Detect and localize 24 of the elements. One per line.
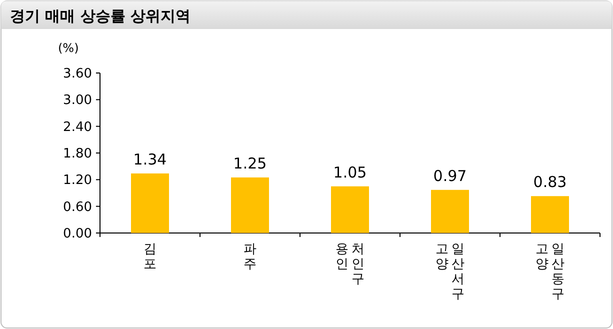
bar xyxy=(331,186,369,233)
x-tick-label: 고양 일산서구 xyxy=(436,242,464,302)
bar xyxy=(231,177,269,233)
bar xyxy=(431,190,469,233)
x-tick-label: 김포 xyxy=(144,242,156,272)
y-tick-label: 0.00 xyxy=(63,226,92,242)
y-tick-label: 2.40 xyxy=(63,120,92,135)
data-label: 1.25 xyxy=(233,154,267,172)
y-tick-label: 3.60 xyxy=(63,66,92,82)
data-label: 1.34 xyxy=(133,150,167,168)
y-tick-label: 1.20 xyxy=(63,173,92,188)
data-label: 0.83 xyxy=(533,173,567,192)
y-tick-label: 1.80 xyxy=(63,146,92,162)
bar xyxy=(531,196,569,233)
x-tick-label: 파주 xyxy=(244,242,256,272)
data-label: 0.97 xyxy=(433,166,467,185)
x-tick-label: 고양 일산동구 xyxy=(536,242,564,302)
x-tick-label: 용인 처인구 xyxy=(336,242,364,287)
data-label: 1.05 xyxy=(333,163,367,182)
bar xyxy=(131,173,169,233)
chart-title: 경기 매매 상승률 상위지역 xyxy=(10,7,191,25)
y-tick-label: 3.00 xyxy=(63,93,92,108)
y-tick-label: 0.60 xyxy=(63,200,92,215)
y-axis-title: (%) xyxy=(58,41,79,55)
